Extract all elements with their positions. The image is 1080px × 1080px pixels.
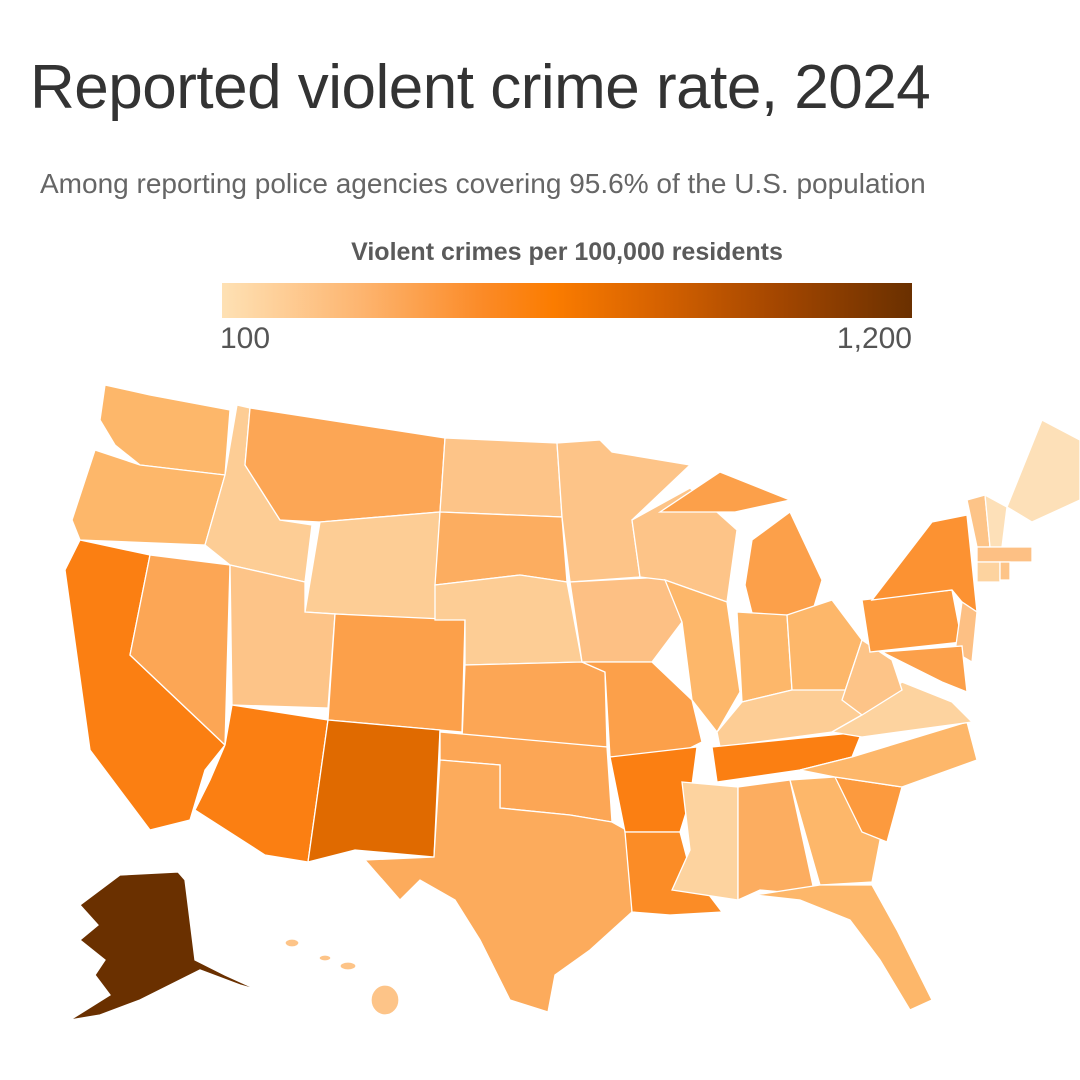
state-IN[interactable]: [736, 611, 793, 703]
state-MS[interactable]: [671, 781, 739, 901]
state-RI[interactable]: [999, 561, 1011, 581]
state-SD[interactable]: [434, 511, 568, 586]
state-ND[interactable]: [439, 437, 563, 518]
chart-subtitle: Among reporting police agencies covering…: [40, 168, 926, 199]
state-AK[interactable]: [69, 871, 259, 1021]
state-KS[interactable]: [461, 661, 608, 748]
legend-min-label: 100: [220, 322, 271, 355]
state-HI[interactable]: [339, 961, 357, 971]
state-AR[interactable]: [609, 746, 698, 833]
state-GA[interactable]: [789, 776, 883, 886]
legend-max-label: 1,200: [836, 322, 912, 355]
state-TX[interactable]: [363, 759, 633, 1013]
state-WY[interactable]: [304, 511, 441, 621]
state-MI-upper[interactable]: [657, 471, 793, 513]
state-CO[interactable]: [327, 613, 466, 733]
legend-title: Violent crimes per 100,000 residents: [351, 238, 783, 266]
state-HI[interactable]: [318, 954, 332, 962]
state-HI[interactable]: [370, 984, 400, 1016]
chart-title: Reported violent crime rate, 2024: [30, 53, 931, 122]
state-MA[interactable]: [976, 546, 1033, 563]
state-MT[interactable]: [244, 407, 446, 523]
state-ME[interactable]: [1006, 419, 1080, 523]
state-HI[interactable]: [284, 938, 300, 948]
state-NM[interactable]: [307, 719, 441, 863]
legend-color-scale: [222, 283, 912, 318]
state-MD[interactable]: [879, 645, 968, 694]
state-CT[interactable]: [976, 561, 1001, 583]
state-IA[interactable]: [569, 576, 683, 663]
state-FL[interactable]: [754, 884, 933, 1011]
state-WV[interactable]: [841, 638, 903, 716]
